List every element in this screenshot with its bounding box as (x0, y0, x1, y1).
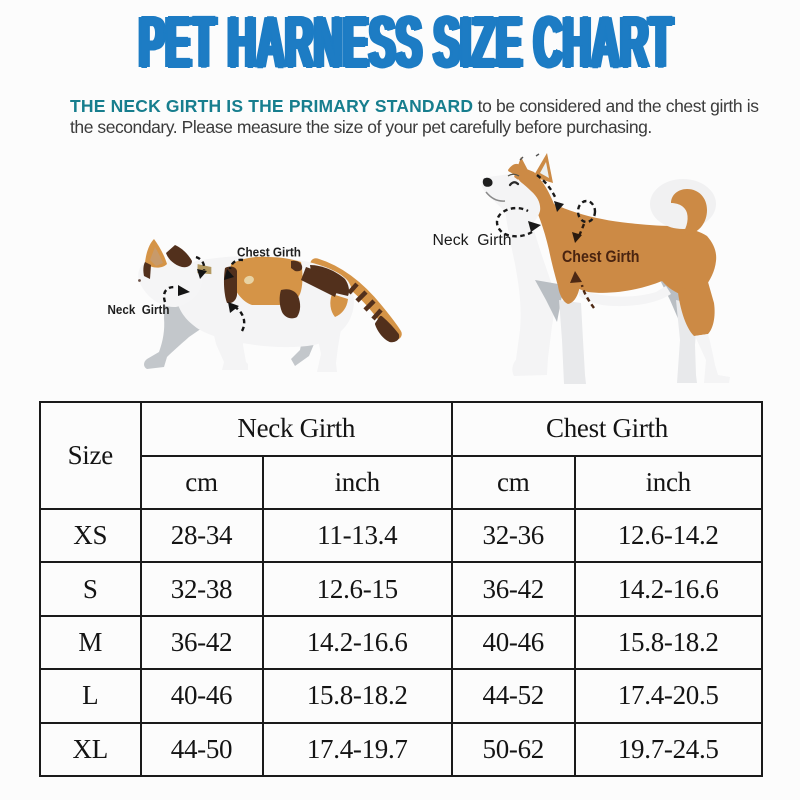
svg-text:Chest Girth: Chest Girth (562, 247, 640, 266)
svg-text:Neck Girth: Neck Girth (108, 302, 170, 317)
svg-text:Chest Girth: Chest Girth (237, 245, 301, 260)
svg-text:Neck Girth: Neck Girth (433, 232, 512, 249)
